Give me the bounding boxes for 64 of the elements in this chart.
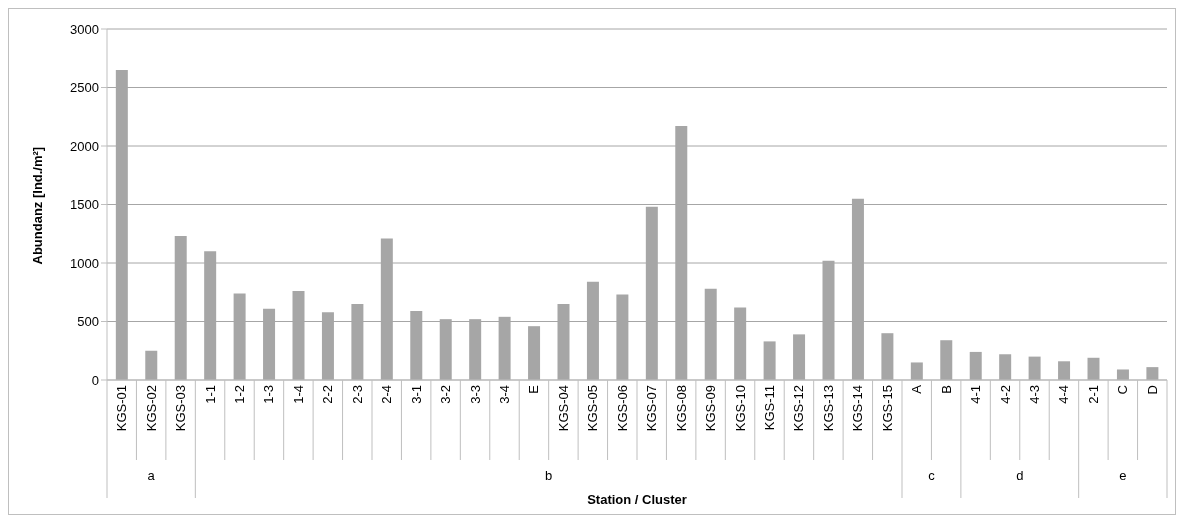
x-tick-label: KGS-08 [673, 385, 689, 432]
bar [763, 341, 776, 380]
y-tick-label: 1000 [70, 255, 99, 271]
x-axis-title: Station / Cluster [587, 492, 687, 507]
x-tick-label: 2-3 [349, 385, 365, 404]
x-tick-label: 3-1 [408, 385, 424, 404]
x-tick-label: C [1115, 385, 1131, 395]
text: a [147, 468, 156, 483]
bar [881, 333, 894, 380]
x-tick-label: KGS-05 [585, 385, 601, 432]
x-tick-label: KGS-14 [850, 385, 866, 432]
y-axis-title: Abundanz [Ind./m²] [29, 146, 45, 265]
x-tick-label: 1-3 [261, 385, 277, 404]
x-tick-label: 1-4 [290, 385, 306, 404]
text: d [1016, 468, 1024, 483]
bar [999, 354, 1012, 380]
bar [969, 351, 982, 380]
y-tick-label: 500 [77, 314, 99, 330]
x-tick-label: KGS-02 [143, 385, 159, 432]
x-tick-label: KGS-04 [555, 385, 571, 432]
text: b [545, 468, 553, 483]
bar [940, 340, 953, 380]
y-tick-label: 2000 [70, 138, 99, 154]
text: e [1119, 468, 1127, 483]
x-tick-label: 1-1 [202, 385, 218, 404]
bar [910, 362, 923, 380]
x-tick-label: KGS-01 [114, 385, 130, 432]
x-tick-label: KGS-11 [762, 385, 777, 431]
x-tick-label: B [938, 385, 954, 394]
x-tick-label: KGS-09 [703, 385, 719, 432]
x-tick-label: 2-1 [1085, 385, 1101, 404]
x-tick-label: 4-2 [997, 385, 1013, 404]
x-tick-label: 4-1 [968, 385, 984, 404]
y-tick-label: 1500 [70, 197, 99, 213]
bar [1058, 361, 1071, 380]
bar [1028, 356, 1041, 380]
bar [793, 334, 806, 380]
x-tick-label: A [909, 384, 925, 394]
x-tick-label: E [526, 384, 542, 394]
bar [1116, 369, 1129, 380]
x-tick-label: KGS-07 [644, 385, 660, 432]
x-tick-label: KGS-10 [732, 385, 748, 432]
x-tick-label: 1-2 [232, 385, 247, 404]
x-tick-label: 3-4 [497, 385, 512, 404]
text: c [928, 468, 936, 483]
x-tick-label: 2-4 [379, 385, 395, 404]
y-tick-label: 2500 [70, 80, 99, 96]
x-tick-label: 3-3 [467, 385, 483, 404]
x-tick-label: KGS-13 [820, 385, 836, 432]
bar [145, 350, 158, 380]
bar [1087, 357, 1100, 380]
bar [1146, 367, 1159, 380]
x-tick-label: KGS-06 [614, 385, 630, 432]
x-tick-label: 2-2 [320, 385, 336, 404]
y-tick-label: 0 [91, 372, 99, 388]
x-tick-label: D [1144, 385, 1160, 395]
bar [528, 326, 541, 380]
x-tick-label: KGS-12 [791, 385, 807, 432]
x-tick-label: 3-2 [438, 385, 454, 404]
x-tick-label: 4-4 [1056, 385, 1072, 404]
y-tick-label: 3000 [70, 21, 99, 37]
x-tick-label: KGS-03 [173, 385, 189, 432]
x-tick-label: 4-3 [1027, 385, 1042, 404]
x-tick-label: KGS-15 [879, 385, 895, 432]
